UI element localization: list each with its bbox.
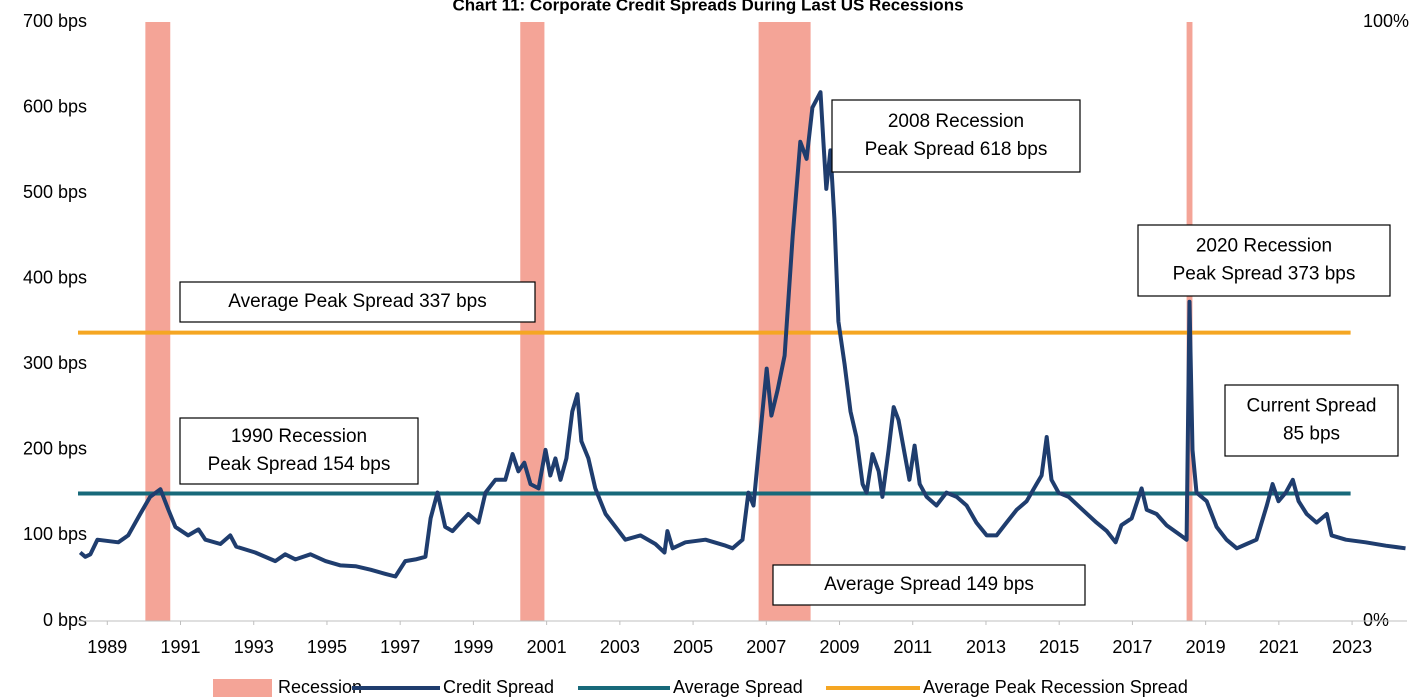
x-tick-label: 2007 — [746, 637, 786, 657]
y2-tick-label: 100% — [1363, 11, 1409, 31]
x-tick-label: 2001 — [527, 637, 567, 657]
x-tick-label: 1989 — [87, 637, 127, 657]
annotation-box — [1137, 224, 1391, 297]
annotation-text: Current Spread — [1247, 396, 1377, 417]
y2-tick-label: 0% — [1363, 610, 1389, 630]
annotation: 1990 Recession Peak Spread 154 bps — [179, 417, 419, 485]
y-tick-label: 300 bps — [23, 353, 87, 373]
x-tick-label: 2023 — [1332, 637, 1372, 657]
x-tick-label: 1997 — [380, 637, 420, 657]
x-tick-label: 2019 — [1186, 637, 1226, 657]
legend-swatch — [213, 679, 272, 697]
x-tick-label: 2003 — [600, 637, 640, 657]
legend-label: Recession — [278, 677, 362, 697]
annotation: Average Spread 149 bps — [772, 564, 1086, 606]
credit-spread-line — [78, 90, 1406, 579]
annotation-text: 1990 Recession — [231, 426, 367, 447]
x-tick-label: 1995 — [307, 637, 347, 657]
annotation-text: 2008 Recession — [888, 111, 1024, 132]
annotation-box — [1224, 384, 1399, 457]
y-tick-label: 600 bps — [23, 96, 87, 116]
y-tick-label: 400 bps — [23, 267, 87, 287]
x-tick-label: 2017 — [1112, 637, 1152, 657]
annotation-text: Average Peak Spread 337 bps — [228, 291, 486, 312]
annotation-text: 2020 Recession — [1196, 236, 1332, 257]
x-tick-label: 2015 — [1039, 637, 1079, 657]
chart-title: Chart 11: Corporate Credit Spreads Durin… — [452, 0, 963, 14]
x-tick-label: 2013 — [966, 637, 1006, 657]
annotation-text: Peak Spread 373 bps — [1173, 264, 1356, 285]
annotation: 2008 Recession Peak Spread 618 bps — [831, 99, 1081, 173]
annotation-text: Peak Spread 618 bps — [865, 139, 1048, 160]
y-tick-label: 500 bps — [23, 182, 87, 202]
legend-label: Average Spread — [673, 677, 803, 697]
legend-label: Average Peak Recession Spread — [923, 677, 1188, 697]
x-tick-label: 2011 — [893, 637, 932, 657]
annotation-box — [831, 99, 1081, 173]
annotation-box — [772, 564, 1086, 606]
annotation-text: Peak Spread 154 bps — [208, 454, 391, 475]
x-tick-label: 2009 — [819, 637, 859, 657]
y-tick-label: 200 bps — [23, 439, 87, 459]
y-tick-label: 700 bps — [23, 11, 87, 31]
legend-label: Credit Spread — [443, 677, 554, 697]
annotation: 2020 Recession Peak Spread 373 bps — [1137, 224, 1391, 297]
annotation: Average Peak Spread 337 bps — [179, 281, 536, 323]
annotation-box — [179, 281, 536, 323]
y-tick-label: 100 bps — [23, 524, 87, 544]
x-tick-label: 1991 — [160, 637, 200, 657]
x-tick-label: 2021 — [1259, 637, 1299, 657]
recession-band — [145, 22, 171, 621]
annotation: Current Spread 85 bps — [1224, 384, 1399, 457]
x-tick-label: 1999 — [453, 637, 493, 657]
x-tick-label: 1993 — [234, 637, 274, 657]
y-tick-label: 0 bps — [43, 610, 87, 630]
annotation-text: 85 bps — [1283, 424, 1340, 445]
annotation-box — [179, 417, 419, 485]
x-tick-label: 2005 — [673, 637, 713, 657]
annotation-text: Average Spread 149 bps — [824, 574, 1034, 595]
recession-band — [758, 22, 811, 621]
